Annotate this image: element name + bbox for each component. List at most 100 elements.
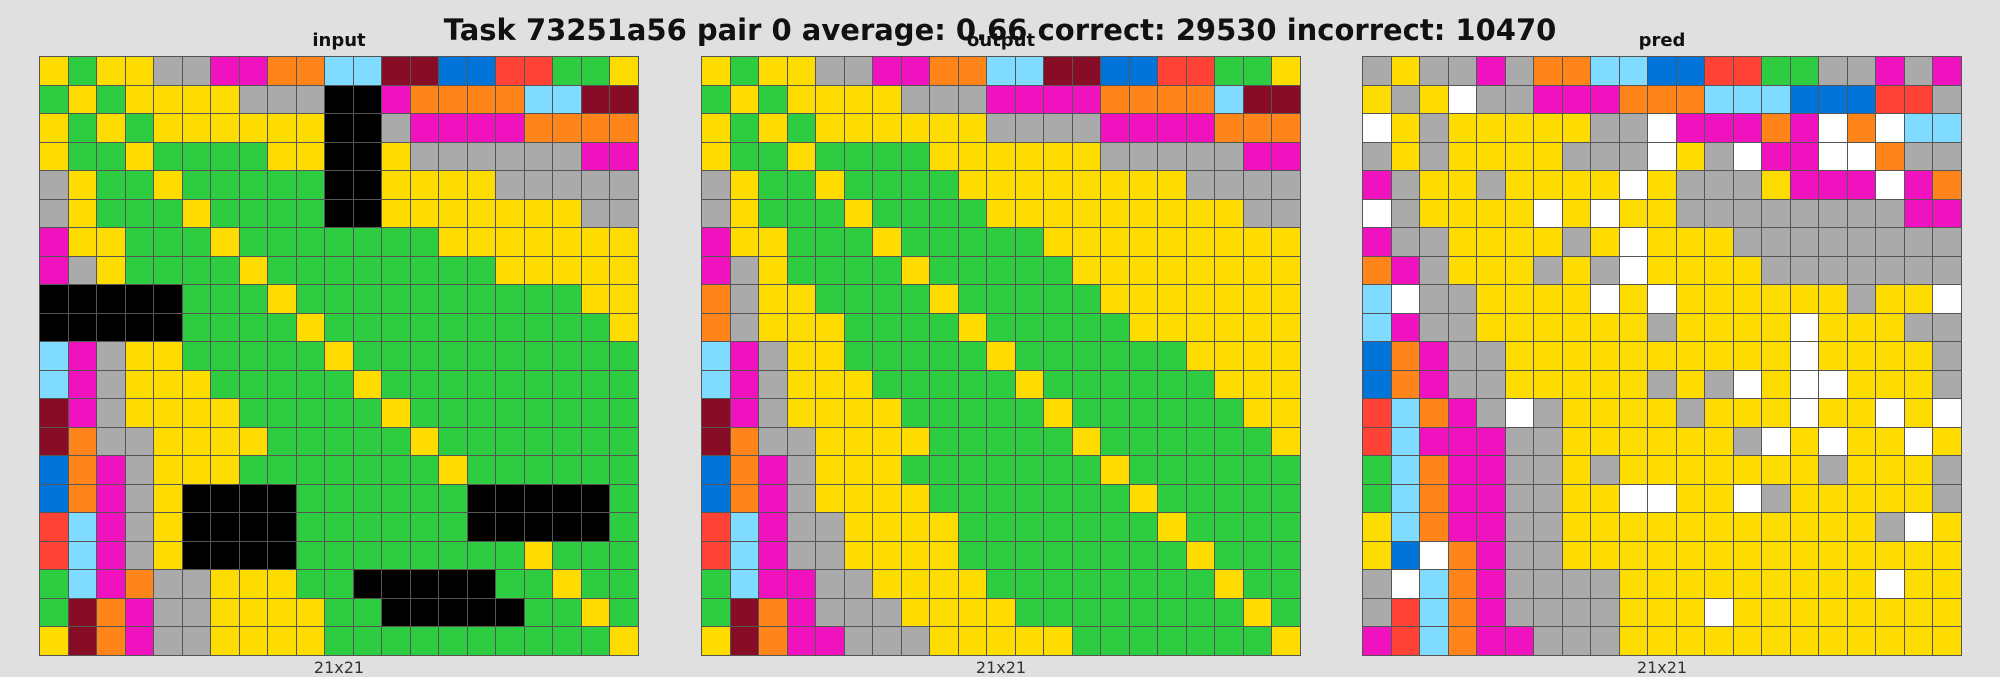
grid-cell — [1676, 285, 1705, 313]
grid-cell — [1705, 285, 1733, 313]
grid-cell — [1186, 370, 1215, 399]
grid-cell — [97, 570, 125, 598]
grid-cell — [1847, 256, 1876, 285]
grid-cell — [1363, 570, 1391, 598]
grid-cell — [1733, 513, 1762, 541]
grid-dimensions: 21x21 — [1636, 658, 1688, 677]
grid-cell — [1243, 142, 1272, 171]
grid-cell — [496, 541, 524, 570]
grid-cell — [1733, 256, 1762, 285]
grid-cell — [702, 199, 730, 228]
grid-cell — [730, 85, 759, 114]
grid-cell — [901, 598, 930, 627]
grid-cell — [1158, 399, 1186, 427]
grid-cell — [1072, 228, 1101, 256]
grid-cell — [987, 313, 1015, 342]
grid-cell — [1044, 484, 1072, 513]
grid-cell — [439, 85, 467, 114]
grid-cell — [1619, 85, 1648, 114]
grid-cell — [816, 370, 844, 399]
grid-cell — [816, 85, 844, 114]
grid-cell — [930, 456, 958, 484]
grid-cell — [1272, 285, 1300, 313]
grid-cell — [524, 541, 553, 570]
grid-cell — [958, 484, 987, 513]
grid-cell — [787, 285, 816, 313]
grid-cell — [182, 57, 211, 85]
grid-cell — [581, 228, 610, 256]
grid-cell — [296, 598, 325, 627]
grid-cell — [901, 57, 930, 85]
grid-cell — [930, 228, 958, 256]
grid-cell — [581, 427, 610, 456]
grid-cell — [1477, 114, 1505, 142]
grid-cell — [1272, 627, 1300, 655]
grid-cell — [296, 484, 325, 513]
grid-cell — [1072, 313, 1101, 342]
grid-cell — [325, 85, 353, 114]
grid-cell — [1072, 85, 1101, 114]
grid-cell — [1101, 171, 1129, 199]
grid-cell — [68, 598, 97, 627]
grid-cell — [873, 427, 901, 456]
grid-cell — [467, 85, 496, 114]
grid-cell — [1044, 57, 1072, 85]
grid-cell — [1215, 228, 1243, 256]
grid-cell — [353, 399, 382, 427]
grid-cell — [1505, 427, 1534, 456]
grid-cell — [1933, 85, 1961, 114]
grid-cell — [1272, 114, 1300, 142]
grid-cell — [467, 399, 496, 427]
grid-cell — [1933, 57, 1961, 85]
grid-cell — [553, 142, 581, 171]
grid-cell — [787, 57, 816, 85]
grid-cell — [97, 57, 125, 85]
grid-cell — [1733, 456, 1762, 484]
grid-cell — [1158, 199, 1186, 228]
grid-cell — [1819, 256, 1847, 285]
grid-cell — [987, 456, 1015, 484]
grid-cell — [1847, 570, 1876, 598]
grid-cell — [1186, 171, 1215, 199]
grid-cell — [1186, 484, 1215, 513]
grid-cell — [1847, 627, 1876, 655]
grid-cell — [1534, 114, 1562, 142]
grid-cell — [987, 57, 1015, 85]
grid-cell — [553, 570, 581, 598]
grid-cell — [1904, 598, 1933, 627]
grid-cell — [1505, 285, 1534, 313]
grid-cell — [1619, 342, 1648, 370]
grid-cell — [382, 114, 410, 142]
grid-cell — [1158, 142, 1186, 171]
grid-cell — [1363, 456, 1391, 484]
grid-cell — [382, 370, 410, 399]
grid-cell — [1448, 370, 1477, 399]
grid-cell — [930, 399, 958, 427]
grid-cell — [1904, 85, 1933, 114]
grid-cell — [1363, 228, 1391, 256]
grid-cell — [702, 427, 730, 456]
grid-cell — [97, 313, 125, 342]
grid-cell — [610, 199, 638, 228]
grid-cell — [382, 171, 410, 199]
grid-cell — [496, 456, 524, 484]
grid-cell — [40, 313, 68, 342]
grid-cell — [182, 370, 211, 399]
grid-cell — [1072, 114, 1101, 142]
grid-cell — [125, 256, 154, 285]
grid-cell — [1391, 285, 1420, 313]
grid-cell — [844, 228, 873, 256]
grid-cell — [353, 313, 382, 342]
grid-cell — [410, 142, 439, 171]
grid-cell — [524, 627, 553, 655]
grid-cell — [1072, 399, 1101, 427]
grid-cell — [1847, 142, 1876, 171]
grid-cell — [496, 399, 524, 427]
grid-cell — [553, 370, 581, 399]
grid-cell — [1619, 427, 1648, 456]
grid-cell — [1158, 370, 1186, 399]
grid-cell — [97, 171, 125, 199]
grid-cell — [68, 285, 97, 313]
grid-cell — [1705, 456, 1733, 484]
grid-cell — [496, 570, 524, 598]
